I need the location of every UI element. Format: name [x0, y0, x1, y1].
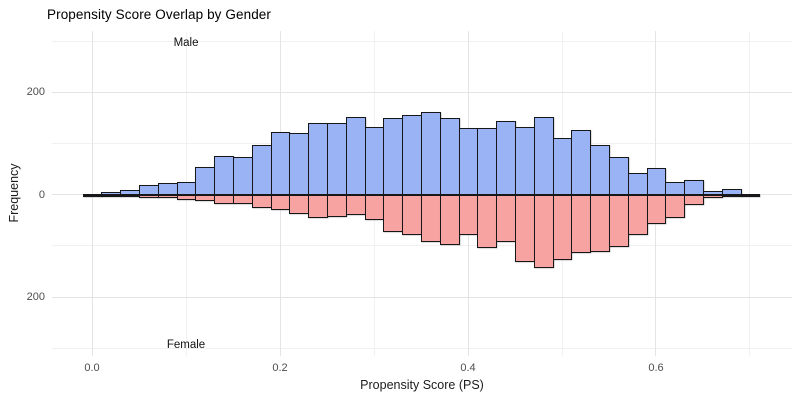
- female-histogram-bar: [157, 194, 178, 199]
- male-annotation: Male: [173, 36, 199, 49]
- female-histogram-bar: [477, 194, 498, 248]
- x-tick-label: 0.2: [272, 362, 288, 374]
- female-histogram-bar: [571, 194, 592, 254]
- y-minor-gridline: [52, 40, 792, 42]
- y-tick-label: 200: [26, 291, 45, 304]
- female-histogram-bar: [590, 194, 610, 252]
- female-histogram-bar: [289, 194, 310, 215]
- female-histogram-bar: [120, 194, 141, 197]
- female-histogram-bar: [458, 194, 479, 235]
- male-histogram-bar: [214, 156, 235, 195]
- x-tick-label: 0.4: [460, 362, 476, 374]
- female-histogram-bar: [533, 194, 554, 268]
- male-histogram-bar: [608, 156, 629, 195]
- female-histogram-bar: [740, 194, 761, 197]
- female-histogram-bar: [439, 194, 460, 245]
- male-histogram-bar: [439, 118, 460, 195]
- male-histogram-bar: [289, 133, 310, 195]
- female-histogram-bar: [515, 194, 535, 262]
- x-tick-label: 0.0: [84, 362, 100, 374]
- male-histogram-bar: [157, 183, 178, 195]
- female-histogram-bar: [176, 194, 197, 200]
- male-histogram-bar: [383, 118, 404, 195]
- female-histogram-bar: [308, 194, 329, 218]
- y-tick-label: 200: [26, 86, 45, 99]
- female-histogram-bar: [721, 194, 742, 197]
- female-histogram-bar: [383, 194, 404, 232]
- y-tick-label: 0: [38, 188, 45, 201]
- male-histogram-bar: [665, 181, 686, 195]
- female-histogram-bar: [270, 194, 291, 210]
- male-histogram-bar: [308, 123, 329, 195]
- female-histogram-bar: [421, 194, 441, 242]
- female-histogram-bar: [608, 194, 629, 247]
- male-histogram-bar: [458, 128, 479, 195]
- male-histogram-bar: [571, 130, 592, 195]
- female-histogram-bar: [402, 194, 422, 235]
- male-histogram-bar: [176, 181, 197, 195]
- chart-title: Propensity Score Overlap by Gender: [47, 7, 272, 22]
- female-histogram-bar: [233, 194, 253, 204]
- male-histogram-bar: [345, 116, 366, 195]
- female-histogram-bar: [327, 194, 347, 217]
- plot-panel: [52, 31, 792, 356]
- y-major-gridline: [52, 91, 792, 93]
- male-histogram-bar: [684, 180, 704, 195]
- female-histogram-bar: [251, 194, 272, 208]
- y-major-gridline: [52, 296, 792, 298]
- male-histogram-bar: [496, 121, 516, 195]
- male-histogram-bar: [552, 138, 573, 195]
- female-histogram-bar: [702, 194, 723, 198]
- female-histogram-bar: [684, 194, 704, 205]
- female-histogram-bar: [195, 194, 216, 201]
- x-axis-title: Propensity Score (PS): [360, 378, 484, 392]
- male-histogram-bar: [233, 157, 253, 195]
- female-histogram-bar: [345, 194, 366, 215]
- male-histogram-bar: [251, 145, 272, 195]
- male-histogram-bar: [590, 145, 610, 195]
- y-minor-gridline: [52, 347, 792, 349]
- female-histogram-bar: [496, 194, 516, 242]
- x-tick-label: 0.6: [648, 362, 664, 374]
- male-histogram-bar: [421, 112, 441, 195]
- female-histogram-bar: [82, 194, 103, 197]
- male-histogram-bar: [515, 127, 535, 195]
- male-histogram-bar: [364, 127, 385, 195]
- y-minor-gridline: [52, 245, 792, 247]
- male-histogram-bar: [627, 173, 648, 195]
- male-histogram-bar: [477, 128, 498, 195]
- x-major-gridline: [91, 31, 93, 356]
- female-histogram-bar: [364, 194, 385, 220]
- y-axis-title: Frequency: [7, 162, 21, 223]
- female-histogram-bar: [627, 194, 648, 235]
- male-histogram-bar: [139, 184, 159, 195]
- male-histogram-bar: [721, 188, 742, 195]
- female-histogram-bar: [552, 194, 573, 260]
- male-histogram-bar: [402, 114, 422, 195]
- female-histogram-bar: [646, 194, 667, 224]
- female-histogram-bar: [139, 194, 159, 198]
- male-histogram-bar: [533, 117, 554, 195]
- female-histogram-bar: [665, 194, 686, 218]
- female-histogram-bar: [101, 194, 122, 197]
- female-annotation: Female: [166, 338, 206, 351]
- x-minor-gridline: [749, 31, 751, 356]
- female-histogram-bar: [214, 194, 235, 204]
- male-histogram-bar: [327, 123, 347, 195]
- male-histogram-bar: [270, 132, 291, 195]
- male-histogram-bar: [646, 168, 667, 195]
- male-histogram-bar: [195, 166, 216, 195]
